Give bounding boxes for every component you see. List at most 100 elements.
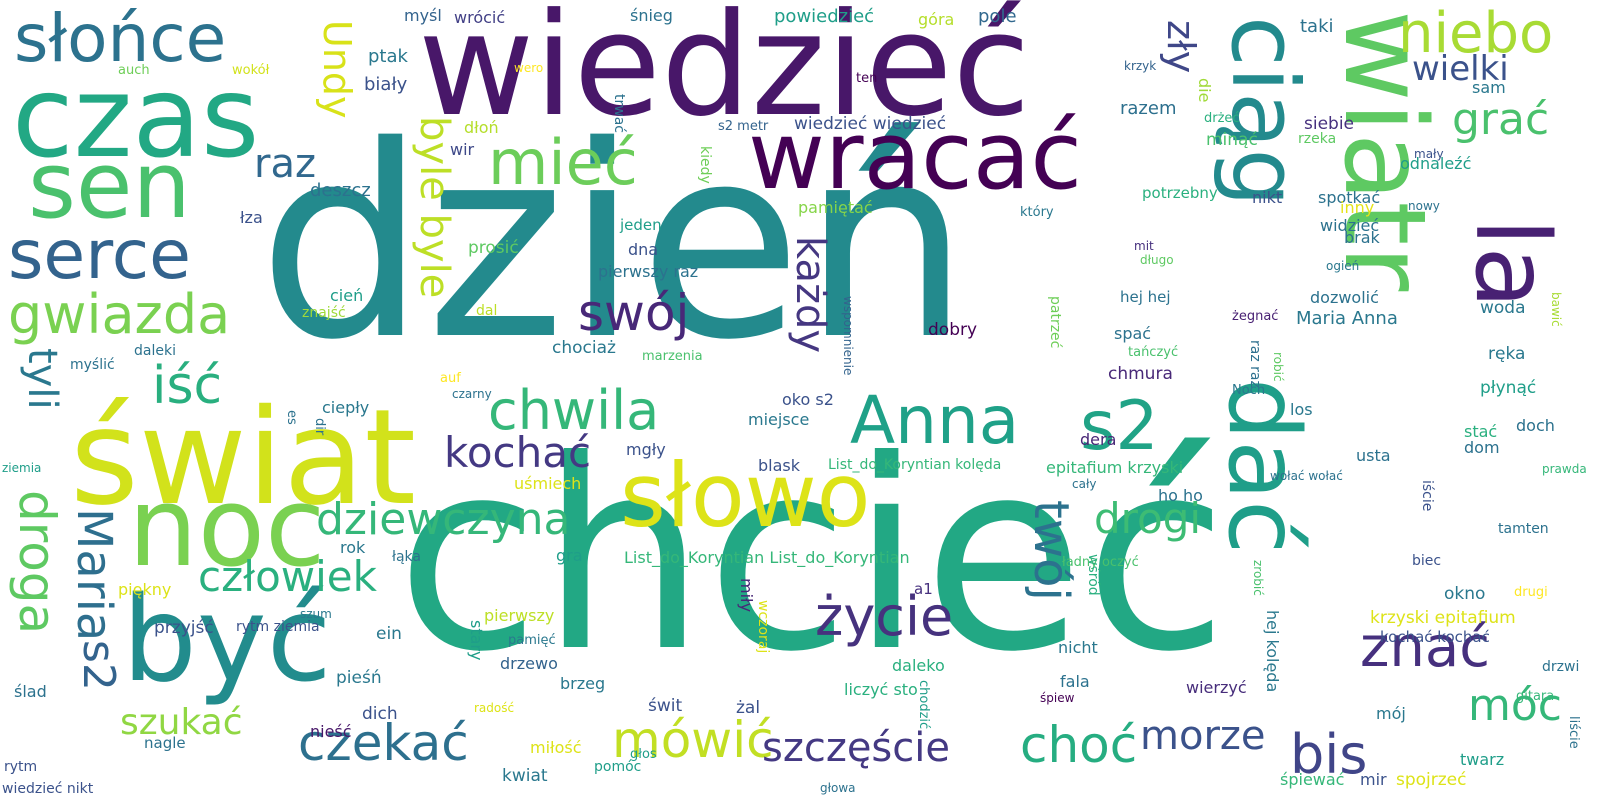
word: ho ho [1158, 486, 1203, 505]
word: swój [578, 284, 690, 342]
word: mit [1134, 239, 1154, 253]
word: piękny [118, 580, 172, 599]
word: hej hej [1120, 288, 1171, 306]
word: usta [1356, 446, 1391, 465]
word: wracać [748, 102, 1083, 211]
word: tańczyć [1128, 345, 1179, 360]
word: pierwszy raz [598, 262, 699, 281]
word: mój [1376, 704, 1406, 723]
word: odnaleźć [1400, 154, 1472, 173]
word: chodzić [916, 680, 931, 730]
word: gwiazda [8, 283, 231, 346]
word: śpiewać [1280, 770, 1345, 789]
word: wczoraj [755, 600, 771, 654]
word: epitafium krzyski [1046, 458, 1184, 477]
word: cały [1072, 477, 1097, 491]
word: tyli [19, 348, 65, 410]
word: robić [1271, 352, 1285, 382]
word: bawić [1549, 292, 1563, 327]
word: twarz [1460, 750, 1505, 769]
word: zły [1159, 20, 1203, 74]
word: słowo [620, 444, 871, 547]
word: prosić [468, 238, 519, 258]
word: być [122, 570, 332, 708]
word: nowy [1408, 199, 1440, 213]
word: długo [1140, 253, 1174, 267]
word: patrzeć [1047, 296, 1063, 349]
word: sen [28, 132, 191, 239]
word: morze [1140, 713, 1266, 759]
word: człowiek [198, 552, 377, 601]
word: kochać kochać [1380, 628, 1490, 646]
word: świat [70, 381, 417, 535]
word: ręka [1488, 344, 1526, 364]
word: myślić [70, 357, 115, 373]
word: czarny [452, 387, 492, 401]
word: List_do_Koryntian List_do_Koryntian [624, 548, 910, 567]
word: biały [364, 74, 408, 95]
word: słońce [14, 0, 227, 77]
word: drogi [1094, 494, 1202, 543]
word: choć [1020, 716, 1138, 774]
word: śpiew [1040, 691, 1075, 705]
word: krzyk [1124, 59, 1157, 73]
word: wielki [1412, 49, 1509, 89]
word: miły [737, 578, 756, 613]
word: wokół [232, 63, 270, 78]
word: tamten [1498, 521, 1549, 537]
word: nikt [1252, 188, 1283, 207]
word: pierwszy [484, 606, 555, 625]
word: prawda [1542, 462, 1587, 476]
word: wiedzieć nikt [2, 781, 94, 797]
word: który [1020, 205, 1054, 220]
word: myśl [404, 6, 442, 25]
word: krzyski epitafium [1370, 608, 1516, 628]
word: ciepły [322, 398, 370, 417]
word: mgły [626, 440, 666, 459]
word: dom [1464, 438, 1500, 457]
word: dera [1080, 430, 1117, 449]
word: droga [8, 490, 66, 635]
word: fala [1060, 672, 1090, 691]
word: móc [1468, 680, 1562, 731]
word: hej kolęda [1263, 610, 1282, 693]
word: nieść [310, 722, 352, 741]
word: liście [1566, 716, 1581, 749]
word: szczęście [762, 725, 950, 771]
word: znajść [302, 305, 346, 321]
word: daleki [134, 343, 176, 359]
word: ziemia [2, 461, 42, 475]
word: twój [1023, 500, 1079, 601]
word: dobry [928, 320, 978, 340]
word: niebo [1398, 1, 1554, 66]
word: okno [1444, 584, 1486, 604]
word: ogień [1326, 259, 1360, 273]
word: Undy [315, 20, 359, 119]
word: chwila [488, 379, 660, 442]
word: s2 [1080, 387, 1159, 466]
word: biec [1412, 553, 1442, 569]
word: pieśń [336, 668, 382, 688]
word: stary [467, 620, 486, 661]
word: mówić [612, 711, 774, 769]
word: miłość [530, 738, 582, 757]
word: gitara [1516, 689, 1555, 704]
word: wiedzieć wiedzieć [794, 114, 947, 134]
word: pamiętać [798, 198, 873, 217]
word: ładny oczyć [1062, 555, 1139, 570]
word: dzień [258, 90, 970, 398]
word: byle byle [411, 116, 457, 299]
word: łąka [392, 549, 421, 565]
word: kochać [444, 428, 592, 477]
word: głowa [820, 781, 856, 795]
word: deszcz [310, 180, 371, 201]
word: chcieć [396, 404, 1229, 709]
word: żal [736, 698, 761, 718]
word: sam [1472, 78, 1506, 97]
word: dna [628, 240, 659, 259]
word: s2 metr [718, 119, 769, 134]
word: chociaż [552, 338, 616, 358]
word: kwiat [502, 766, 548, 786]
word: wierzyć [1186, 678, 1247, 697]
word: la [1452, 218, 1571, 309]
